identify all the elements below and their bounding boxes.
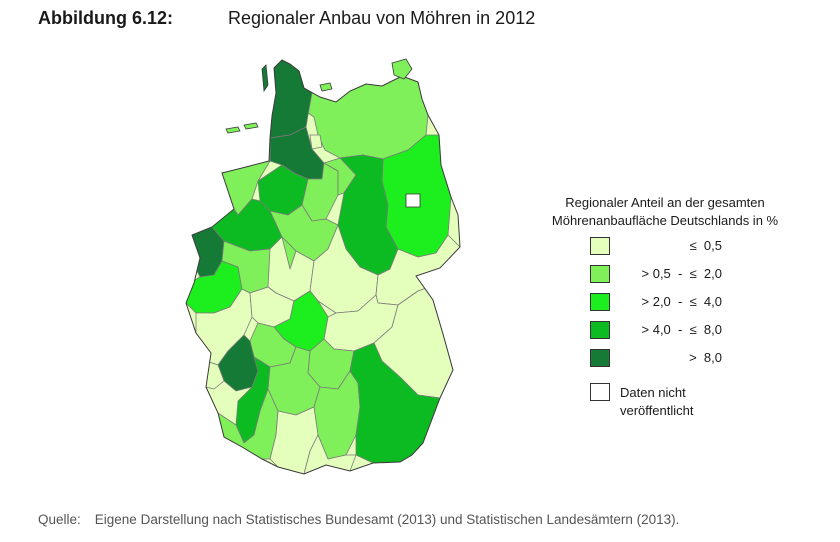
legend-swatch — [590, 349, 610, 367]
legend-label: ≤ 0,5 — [689, 238, 722, 253]
germany-border — [185, 59, 461, 475]
island-east-frisia-2 — [243, 122, 259, 130]
region-hamburg — [309, 134, 323, 150]
legend-swatch — [590, 383, 610, 401]
figure-title: Regionaler Anbau von Möhren in 2012 — [228, 8, 536, 28]
source-text: Eigene Darstellung nach Statistisches Bu… — [94, 512, 680, 527]
island-east-frisia — [225, 126, 241, 134]
legend-title: Regionaler Anteil an der gesamten Möhren… — [530, 194, 800, 230]
legend-title-line-1: Regionaler Anteil an der gesamten — [565, 195, 765, 210]
legend-label-line-2: veröffentlicht — [620, 403, 694, 418]
source-note: Quelle: Eigene Darstellung nach Statistis… — [38, 512, 679, 527]
source-prefix: Quelle: — [38, 512, 81, 527]
legend-label: > 8,0 — [689, 350, 722, 365]
germany-carrot-region-map — [185, 58, 461, 475]
island-fehmarn — [319, 82, 333, 92]
island-sylt — [261, 64, 269, 93]
legend-swatch — [590, 321, 610, 339]
legend-swatch — [590, 237, 610, 255]
legend-swatch — [590, 293, 610, 311]
legend-title-line-2: Möhrenanbaufläche Deutschlands in % — [551, 213, 779, 228]
legend-label: > 4,0 - ≤ 8,0 — [641, 322, 722, 337]
legend-label: > 2,0 - ≤ 4,0 — [641, 294, 722, 309]
island-ruegen — [391, 58, 413, 80]
legend-swatch — [590, 265, 610, 283]
figure-label: Abbildung 6.12: — [38, 8, 173, 28]
region-berlin — [405, 193, 421, 208]
legend-label: Daten nicht veröffentlicht — [620, 384, 760, 420]
legend-label: > 0,5 - ≤ 2,0 — [641, 266, 722, 281]
legend-label-line-1: Daten nicht — [620, 385, 686, 400]
